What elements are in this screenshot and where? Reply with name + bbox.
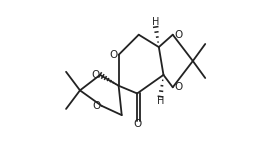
Text: O: O [110, 50, 118, 60]
Text: H: H [152, 17, 159, 27]
Text: O: O [93, 101, 101, 111]
Text: H: H [157, 96, 164, 106]
Text: O: O [174, 30, 182, 40]
Text: O: O [133, 119, 141, 129]
Text: O: O [174, 82, 182, 92]
Text: O: O [91, 70, 100, 80]
